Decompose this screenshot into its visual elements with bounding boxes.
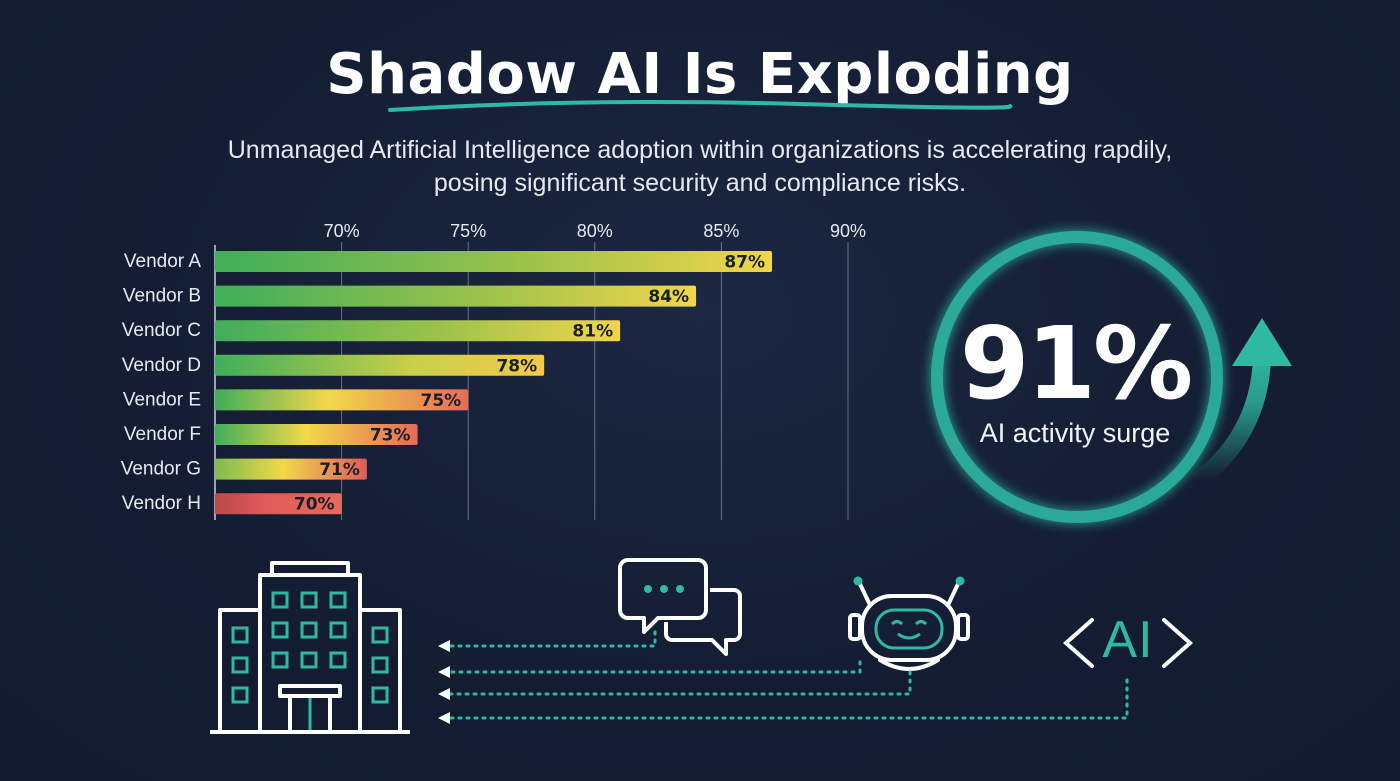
- title-underline: [388, 100, 1013, 112]
- surge-arrow: [1191, 343, 1271, 489]
- bar-vendor-g: [215, 458, 367, 480]
- bar-vendor-e: [215, 389, 469, 411]
- bar-value-label: 75%: [420, 391, 461, 411]
- data-flow-lines: [448, 630, 1129, 720]
- bar-value-label: 71%: [319, 460, 360, 480]
- x-tick-label: 90%: [830, 221, 866, 241]
- bar-vendor-f: [215, 424, 418, 445]
- x-tick-label: 70%: [324, 221, 360, 241]
- robot-icon: [848, 582, 970, 671]
- category-label: Vendor C: [122, 320, 201, 341]
- category-label: Vendor E: [123, 389, 201, 410]
- surge-arrow-head: [1232, 318, 1292, 366]
- bar-value-label: 81%: [572, 322, 613, 342]
- x-tick-label: 75%: [450, 221, 486, 241]
- category-label: Vendor F: [124, 424, 201, 445]
- chat-dots: [644, 585, 684, 593]
- page-subtitle: Unmanaged Artificial Intelligence adopti…: [227, 136, 1173, 197]
- category-label: Vendor H: [122, 493, 201, 514]
- robot-accents: [853, 576, 965, 650]
- ai-brackets: [1062, 618, 1194, 668]
- bar-vendor-a: [215, 251, 773, 272]
- category-label: Vendor B: [123, 286, 201, 307]
- bar-value-label: 87%: [724, 253, 765, 273]
- building-icon: [210, 561, 410, 734]
- x-tick-label: 80%: [577, 221, 613, 241]
- bar-value-label: 84%: [648, 287, 689, 307]
- bar-value-label: 70%: [294, 495, 335, 515]
- highlight-value: 91%: [959, 305, 1193, 422]
- chat-bubbles-icon: [618, 558, 742, 656]
- x-tick-label: 85%: [703, 221, 739, 241]
- building-windows: [231, 591, 389, 730]
- vendor-bar-chart: 70% 75% 80% 85% 90% Vendor A 87% Vendor B 84% Ven…: [121, 221, 866, 520]
- bar-vendor-d: [215, 354, 545, 376]
- bar-vendor-b: [215, 285, 697, 307]
- ai-tag-label: AI: [1102, 611, 1154, 669]
- highlight-caption: AI activity surge: [979, 418, 1171, 448]
- category-label: Vendor G: [121, 459, 201, 480]
- page-title: Shadow AI Is Exploding: [326, 42, 1074, 107]
- bar-vendor-c: [215, 320, 621, 342]
- bar-value-label: 73%: [370, 426, 411, 446]
- bar-vendor-h: [215, 493, 342, 515]
- category-label: Vendor D: [122, 355, 201, 376]
- ring-track: [931, 231, 1223, 523]
- flow-arrowheads: [438, 640, 450, 724]
- category-label: Vendor A: [124, 251, 201, 272]
- bar-value-label: 78%: [496, 356, 537, 376]
